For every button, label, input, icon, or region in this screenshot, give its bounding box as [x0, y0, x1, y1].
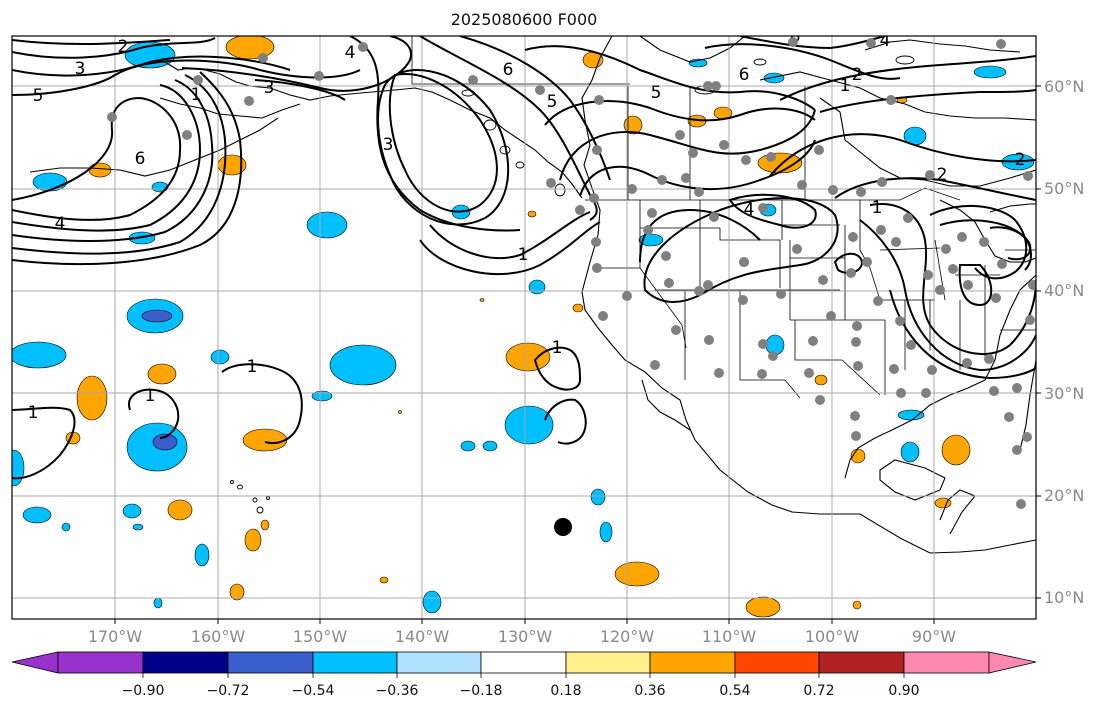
lat-label: 30°N — [1044, 384, 1085, 403]
colorbar-tick-label: −0.72 — [206, 683, 250, 699]
lon-label: 110°W — [701, 627, 757, 646]
contour-label: 1 — [191, 85, 202, 105]
map-panel: 2 3 5 4 3 6 4 3 6 5 5 6 2 1 4 6 1 1 4 2 … — [12, 31, 1036, 619]
contour-label: 2 — [118, 37, 129, 57]
contour-label: 2 — [852, 65, 863, 85]
colorbar-extend-low — [11, 651, 59, 674]
colorbar-segment — [312, 651, 398, 674]
station-dots — [107, 37, 1036, 509]
contour-label: 5 — [651, 83, 662, 103]
lon-label: 170°W — [87, 627, 143, 646]
axis-ticks — [114, 85, 1041, 624]
lon-label: 150°W — [292, 627, 348, 646]
contour-label: 2 — [937, 165, 948, 185]
colorbar-tick-label: −0.36 — [375, 683, 419, 699]
contour-label: 1 — [518, 245, 529, 265]
lon-label: 100°W — [804, 627, 860, 646]
colorbar-segment — [142, 651, 229, 674]
contour-label: 1 — [28, 403, 39, 423]
colorbar-tick-label: 0.36 — [634, 683, 666, 699]
colorbar-tick-label: 0.54 — [719, 683, 751, 699]
contour-label: 3 — [264, 78, 275, 98]
contour-label: 4 — [345, 43, 356, 63]
colorbar-tick-label: −0.90 — [121, 683, 165, 699]
lat-label: 40°N — [1044, 281, 1085, 300]
colorbar-tick-label: −0.54 — [291, 683, 335, 699]
colorbar-tick-label: 0.90 — [888, 683, 920, 699]
lon-label: 120°W — [599, 627, 655, 646]
contour-label: 5 — [33, 86, 44, 106]
contour-label: 4 — [744, 200, 755, 220]
colorbar-extend-high — [988, 651, 1037, 674]
contour-label: 1 — [840, 76, 851, 96]
contour-label: 4 — [55, 214, 66, 234]
contour-label: 5 — [547, 92, 558, 112]
colorbar-segment — [818, 651, 905, 674]
contour-labels: 2 3 5 4 3 6 4 3 6 5 5 6 2 1 4 6 1 1 4 2 … — [28, 31, 1026, 423]
map-title: 2025080600 F000 — [450, 10, 598, 29]
lon-label: 160°W — [190, 627, 246, 646]
colorbar-tick-label: −0.18 — [459, 683, 503, 699]
lon-label: 130°W — [497, 627, 553, 646]
colorbar-segment — [396, 651, 482, 674]
colorbar-segment — [480, 651, 567, 674]
colorbar-segment — [565, 651, 651, 674]
lat-label: 20°N — [1044, 486, 1085, 505]
colorbar-tick-label: 0.72 — [803, 683, 835, 699]
colorbar-segment — [734, 651, 820, 674]
contour-label: 6 — [135, 149, 146, 169]
contour-label: 2 — [1015, 150, 1026, 170]
colorbar-segment — [57, 651, 144, 674]
islands — [230, 55, 915, 514]
contour-label: 6 — [503, 60, 514, 80]
contour-label: 3 — [75, 59, 86, 79]
marker-dot — [554, 518, 572, 536]
colorbar-segment — [903, 651, 990, 674]
lat-label: 10°N — [1044, 588, 1085, 607]
lon-label: 90°W — [911, 627, 957, 646]
boundaries — [411, 36, 1036, 399]
contour-label: 1 — [872, 198, 883, 218]
gridlines — [12, 36, 1036, 619]
lon-label: 140°W — [394, 627, 450, 646]
contour-label: 6 — [739, 65, 750, 85]
colorbar — [11, 651, 1037, 678]
contour-label: 1 — [247, 357, 258, 377]
contour-label: 4 — [880, 31, 891, 51]
contour-label: 1 — [552, 338, 563, 358]
map-frame — [11, 35, 1037, 620]
contour-label: 1 — [145, 386, 156, 406]
colorbar-segment — [649, 651, 736, 674]
colorbar-segment — [227, 651, 314, 674]
colorbar-tick-label: 0.18 — [550, 683, 582, 699]
lat-label: 60°N — [1044, 77, 1085, 96]
lat-label: 50°N — [1044, 179, 1085, 198]
contour-label: 3 — [383, 135, 394, 155]
